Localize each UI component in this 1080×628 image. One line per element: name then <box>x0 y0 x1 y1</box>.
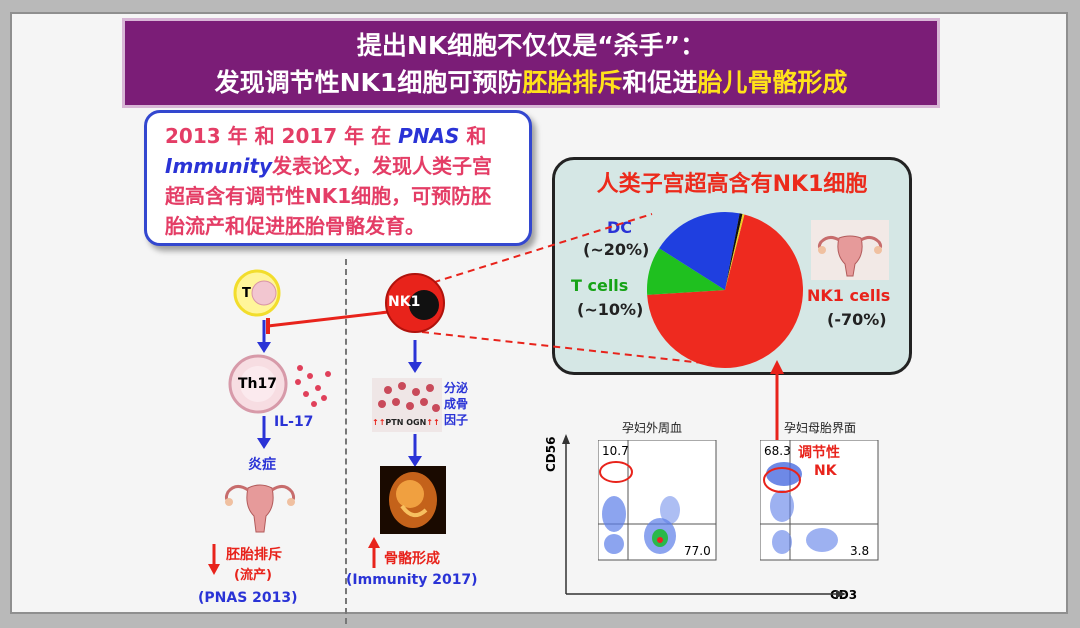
citation-immunity: (Immunity 2017) <box>346 572 478 588</box>
pie-slice-t-cells <box>647 248 725 295</box>
title-line-2-part1: 发现调节性NK1细胞可预防 <box>214 68 523 97</box>
secrete-label: 分泌 <box>444 381 469 395</box>
pie-label-t: T cells <box>571 276 629 295</box>
inhibit-line <box>267 310 389 328</box>
regulatory-nk-line2: NK <box>814 463 837 479</box>
ogn-arrows: ↑↑ <box>426 418 440 427</box>
column-divider <box>345 259 347 624</box>
zoom-line-top <box>421 213 653 287</box>
y-axis-label: CD56 <box>544 436 558 472</box>
citation-pnas: (PNAS 2013) <box>198 590 298 606</box>
pie-slice-minor-3 <box>725 213 743 290</box>
regulatory-nk-label: 调节性 NK <box>798 444 840 480</box>
peripheral-nk-pct: 10.7 <box>602 444 629 458</box>
summary-text-2: 和 <box>459 124 487 148</box>
summary-text-1: 2013 年 和 2017 年 在 <box>165 124 399 148</box>
rejection-label: 胚胎排斥 <box>226 547 282 563</box>
flow-plot-peripheral <box>598 440 717 561</box>
peripheral-title: 孕妇外周血 <box>622 421 683 435</box>
title-highlight-bone: 胎儿骨骼形成 <box>697 68 848 97</box>
pie-sub-t: (~10%) <box>577 300 644 319</box>
summary-box: 2013 年 和 2017 年 在 PNAS 和 Immunity发表论文，发现人… <box>144 110 532 246</box>
t-cell-label: T <box>242 286 251 301</box>
pie-chart <box>647 212 803 368</box>
arrow-down-icon <box>408 340 422 373</box>
interface-arrow-head <box>770 360 784 374</box>
rejection-sub-label: (流产) <box>234 568 272 583</box>
secrete-labels: 分泌 成骨 因子 <box>444 380 468 428</box>
flow-axes <box>562 434 846 598</box>
pie-sub-nk1: (-70%) <box>827 310 887 329</box>
pie-label-nk1: NK1 cells <box>807 286 891 305</box>
title-line-1: 提出NK细胞不仅仅是“杀手”： <box>356 31 706 60</box>
summary-immunity: Immunity <box>165 154 273 178</box>
t-cell-icon <box>233 269 281 317</box>
arrow-down-icon <box>257 320 271 353</box>
th17-cell-icon <box>228 354 331 414</box>
ogn-label: OGN <box>406 418 427 427</box>
arrow-down-icon <box>257 416 271 449</box>
connector-lines <box>266 213 784 462</box>
secreted-factors-icon <box>372 378 442 432</box>
ptn-label: PTN <box>385 418 404 427</box>
decrease-arrow-icon <box>208 544 220 575</box>
increase-arrow-icon <box>368 537 380 568</box>
pie-chart-title: 人类子宫超高含有NK1细胞 <box>596 172 868 197</box>
summary-text-3: 发表论文，发现人类子宫超高含有调节性NK1细胞，可预防胚胎流产和促进胚胎骨骼发育… <box>165 154 493 238</box>
bone-formation-label: 骨骼形成 <box>384 551 440 567</box>
peripheral-t-pct: 77.0 <box>684 544 711 558</box>
pie-slice-dc <box>659 212 740 290</box>
title-line-2-part2: 和促进 <box>622 68 698 97</box>
uterus-icon <box>224 484 296 533</box>
ptn-ogn-labels: ↑↑PTN OGN↑↑ <box>372 418 440 427</box>
flow-plot-interface <box>760 440 879 561</box>
slide: 提出NK细胞不仅仅是“杀手”： 发现调节性NK1细胞可预防胚胎排斥和促进胎儿骨骼… <box>10 12 1068 624</box>
interface-title: 孕妇母胎界面 <box>784 421 857 435</box>
title-banner: 提出NK细胞不仅仅是“杀手”： 发现调节性NK1细胞可预防胚胎排斥和促进胎儿骨骼… <box>122 18 940 108</box>
pie-slice-minor-4 <box>725 213 745 290</box>
nk1-cell-icon <box>385 273 445 333</box>
nk1-label: NK1 <box>388 294 421 310</box>
pie-sub-dc: (~20%) <box>583 240 650 259</box>
title-line-2: 发现调节性NK1细胞可预防胚胎排斥和促进胎儿骨骼形成 <box>125 64 937 101</box>
pie-chart-box: 人类子宫超高含有NK1细胞 DC (~20%) T cells (~10%) N… <box>552 157 912 375</box>
arrow-down-icon <box>408 434 422 467</box>
interface-t-pct: 3.8 <box>850 544 870 558</box>
uterus-icon <box>811 220 889 280</box>
ptn-arrows: ↑↑ <box>372 418 386 427</box>
pie-slice-nk1-cells <box>647 214 803 368</box>
title-highlight-rejection: 胚胎排斥 <box>522 68 623 97</box>
pie-label-dc: DC <box>607 218 633 237</box>
factor-label: 因子 <box>444 413 469 427</box>
osteo-label: 成骨 <box>444 397 469 411</box>
interface-nk-pct: 68.3 <box>764 444 791 458</box>
inflammation-label: 炎症 <box>248 457 276 473</box>
il17-label: IL-17 <box>274 414 314 430</box>
th17-label: Th17 <box>238 376 277 392</box>
regulatory-nk-line1: 调节性 <box>798 445 840 461</box>
fetus-icon <box>380 466 446 534</box>
zoom-line-bottom <box>421 331 713 365</box>
summary-pnas: PNAS <box>398 124 460 148</box>
